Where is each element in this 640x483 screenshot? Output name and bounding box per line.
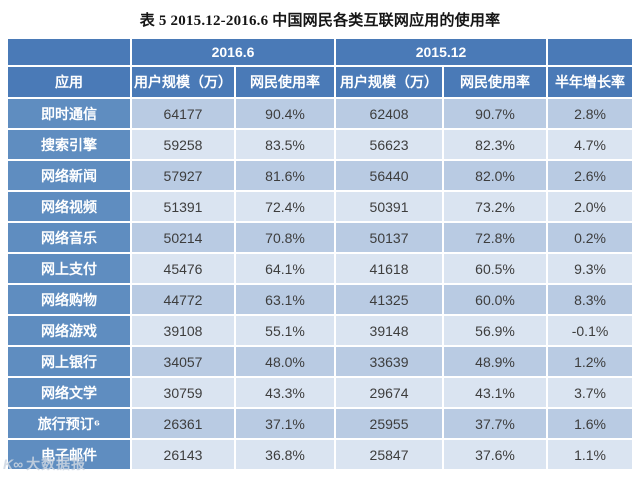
cell-rate-2016: 81.6% [236,161,335,190]
row-label: 网络音乐 [8,223,130,252]
table-column-header-row: 应用 用户规模（万） 网民使用率 用户规模（万） 网民使用率 半年增长率 [8,67,633,97]
header-empty-top-left [8,39,130,65]
cell-scale-2016: 26143 [132,440,234,469]
page-title: 表 5 2015.12-2016.6 中国网民各类互联网应用的使用率 [139,13,501,29]
cell-rate-2016: 63.1% [236,285,335,314]
row-label: 网络游戏 [8,316,130,345]
cell-rate-2015: 37.6% [444,440,547,469]
row-label: 电子邮件 [8,440,130,469]
cell-scale-2015: 56623 [336,130,443,159]
cell-rate-2015: 43.1% [444,378,547,407]
row-label: 网络新闻 [8,161,130,190]
table-row: 网络游戏 39108 55.1% 39148 56.9% -0.1% [8,316,633,345]
cell-rate-2016: 37.1% [236,409,335,438]
cell-scale-2016: 45476 [132,254,234,283]
header-usage-rate-2016: 网民使用率 [236,67,335,97]
cell-growth: 2.0% [548,192,633,221]
cell-growth: 1.1% [548,440,633,469]
header-period-2015: 2015.12 [336,39,547,65]
header-usage-rate-2015: 网民使用率 [444,67,547,97]
cell-scale-2015: 41618 [336,254,443,283]
cell-growth: 1.6% [548,409,633,438]
cell-rate-2015: 37.7% [444,409,547,438]
header-empty-top-right [548,39,633,65]
row-label: 网络视频 [8,192,130,221]
header-user-scale-2016: 用户规模（万） [132,67,234,97]
table-row: 旅行预订⁶ 26361 37.1% 25955 37.7% 1.6% [8,409,633,438]
row-label: 旅行预订⁶ [8,409,130,438]
usage-table: 2016.6 2015.12 应用 用户规模（万） 网民使用率 用户规模（万） … [6,37,635,471]
table-row: 网络视频 51391 72.4% 50391 73.2% 2.0% [8,192,633,221]
table-row: 网络音乐 50214 70.8% 50137 72.8% 0.2% [8,223,633,252]
cell-scale-2015: 50137 [336,223,443,252]
cell-rate-2015: 60.5% [444,254,547,283]
header-period-2016: 2016.6 [132,39,335,65]
cell-scale-2015: 50391 [336,192,443,221]
cell-rate-2015: 72.8% [444,223,547,252]
cell-rate-2016: 72.4% [236,192,335,221]
cell-growth: 2.8% [548,99,633,128]
cell-scale-2016: 51391 [132,192,234,221]
cell-rate-2016: 70.8% [236,223,335,252]
cell-rate-2015: 82.3% [444,130,547,159]
cell-rate-2016: 48.0% [236,347,335,376]
cell-scale-2015: 33639 [336,347,443,376]
cell-growth: 1.2% [548,347,633,376]
cell-scale-2016: 50214 [132,223,234,252]
row-label: 网络文学 [8,378,130,407]
table-row: 网上支付 45476 64.1% 41618 60.5% 9.3% [8,254,633,283]
cell-scale-2016: 39108 [132,316,234,345]
cell-rate-2015: 56.9% [444,316,547,345]
cell-rate-2015: 82.0% [444,161,547,190]
cell-growth: 3.7% [548,378,633,407]
cell-scale-2015: 25955 [336,409,443,438]
cell-rate-2016: 43.3% [236,378,335,407]
cell-rate-2016: 90.4% [236,99,335,128]
cell-scale-2016: 30759 [132,378,234,407]
table-row: 搜索引擎 59258 83.5% 56623 82.3% 4.7% [8,130,633,159]
row-label: 即时通信 [8,99,130,128]
header-user-scale-2015: 用户规模（万） [336,67,443,97]
row-label: 搜索引擎 [8,130,130,159]
cell-scale-2016: 26361 [132,409,234,438]
cell-rate-2016: 36.8% [236,440,335,469]
cell-rate-2015: 90.7% [444,99,547,128]
cell-scale-2016: 34057 [132,347,234,376]
cell-scale-2016: 44772 [132,285,234,314]
cell-rate-2015: 60.0% [444,285,547,314]
cell-scale-2016: 57927 [132,161,234,190]
cell-growth: 9.3% [548,254,633,283]
cell-scale-2016: 64177 [132,99,234,128]
cell-scale-2015: 29674 [336,378,443,407]
cell-growth: 4.7% [548,130,633,159]
cell-rate-2016: 64.1% [236,254,335,283]
cell-scale-2016: 59258 [132,130,234,159]
row-label: 网上银行 [8,347,130,376]
table-row: 即时通信 64177 90.4% 62408 90.7% 2.8% [8,99,633,128]
cell-growth: 0.2% [548,223,633,252]
row-label: 网络购物 [8,285,130,314]
cell-growth: -0.1% [548,316,633,345]
table-row: 电子邮件 26143 36.8% 25847 37.6% 1.1% [8,440,633,469]
cell-scale-2015: 25847 [336,440,443,469]
table-row: 网络新闻 57927 81.6% 56440 82.0% 2.6% [8,161,633,190]
cell-scale-2015: 39148 [336,316,443,345]
cell-scale-2015: 62408 [336,99,443,128]
cell-rate-2016: 55.1% [236,316,335,345]
cell-growth: 8.3% [548,285,633,314]
cell-scale-2015: 56440 [336,161,443,190]
cell-rate-2016: 83.5% [236,130,335,159]
table-row: 网络文学 30759 43.3% 29674 43.1% 3.7% [8,378,633,407]
header-app: 应用 [8,67,130,97]
table-row: 网络购物 44772 63.1% 41325 60.0% 8.3% [8,285,633,314]
row-label: 网上支付 [8,254,130,283]
table-row: 网上银行 34057 48.0% 33639 48.9% 1.2% [8,347,633,376]
cell-rate-2015: 48.9% [444,347,547,376]
cell-rate-2015: 73.2% [444,192,547,221]
cell-growth: 2.6% [548,161,633,190]
header-half-year-growth: 半年增长率 [548,67,633,97]
cell-scale-2015: 41325 [336,285,443,314]
table-group-header-row: 2016.6 2015.12 [8,39,633,65]
